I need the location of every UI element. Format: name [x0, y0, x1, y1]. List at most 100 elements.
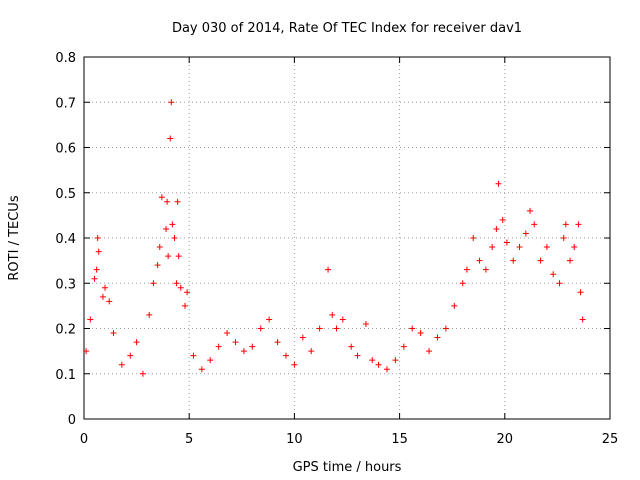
data-point: [232, 339, 239, 346]
data-point: [383, 366, 390, 373]
x-tick-label: 10: [286, 432, 303, 447]
data-point: [451, 302, 458, 309]
data-point: [493, 225, 500, 232]
data-point: [510, 257, 517, 264]
y-tick-label: 0.2: [55, 323, 76, 338]
data-points: [83, 99, 586, 377]
data-point: [434, 334, 441, 341]
y-tick-label: 0.6: [55, 142, 76, 157]
data-point: [339, 316, 346, 323]
y-tick-label: 0.8: [55, 51, 76, 66]
data-point: [156, 244, 163, 251]
data-point: [257, 325, 264, 332]
data-point: [392, 357, 399, 364]
plot-frame: [83, 56, 611, 420]
data-point: [102, 284, 109, 291]
data-point: [550, 271, 557, 278]
data-point: [463, 266, 470, 273]
data-point: [459, 280, 466, 287]
data-point: [154, 262, 161, 269]
data-point: [139, 370, 146, 377]
x-tick-label: 0: [80, 432, 88, 447]
data-point: [325, 266, 332, 273]
data-point: [164, 198, 171, 205]
data-point: [375, 361, 382, 368]
data-point: [266, 316, 273, 323]
data-point: [577, 289, 584, 296]
data-point: [400, 343, 407, 350]
data-point: [516, 244, 523, 251]
data-point: [489, 244, 496, 251]
data-point: [291, 361, 298, 368]
data-point: [495, 180, 502, 187]
y-tick-label: 0.7: [55, 96, 76, 111]
data-point: [426, 348, 433, 355]
data-point: [522, 230, 529, 237]
data-point: [110, 330, 117, 337]
data-point: [562, 221, 569, 228]
data-point: [329, 311, 336, 318]
data-point: [163, 225, 170, 232]
data-point: [571, 244, 578, 251]
data-point: [181, 302, 188, 309]
data-point: [369, 357, 376, 364]
data-point: [146, 311, 153, 318]
data-point: [95, 248, 102, 255]
data-point: [184, 289, 191, 296]
data-point: [87, 316, 94, 323]
data-point: [240, 348, 247, 355]
data-point: [531, 221, 538, 228]
data-point: [91, 275, 98, 282]
x-axis-label: GPS time / hours: [293, 460, 402, 475]
y-tick-label: 0.5: [55, 187, 76, 202]
data-point: [560, 235, 567, 241]
x-tick-label: 5: [185, 432, 193, 447]
data-point: [168, 99, 175, 106]
data-point: [207, 357, 214, 364]
data-point: [99, 293, 106, 300]
data-point: [83, 348, 90, 355]
data-point: [333, 325, 340, 332]
data-point: [316, 325, 323, 332]
data-point: [158, 194, 165, 201]
data-point: [165, 253, 172, 260]
data-point: [308, 348, 315, 355]
data-point: [575, 221, 582, 228]
data-point: [224, 330, 231, 337]
data-point: [282, 352, 289, 359]
data-point: [527, 207, 534, 214]
data-point: [249, 343, 256, 350]
data-point: [274, 339, 281, 346]
data-point: [93, 266, 100, 273]
data-point: [362, 320, 369, 327]
data-point: [150, 280, 157, 287]
y-tick-label: 0: [68, 413, 76, 428]
y-axis-ticks: 0 0.1 0.2 0.3 0.4 0.5 0.6 0.7 0.8: [55, 51, 610, 428]
chart-title: Day 030 of 2014, Rate Of TEC Index for r…: [172, 21, 522, 36]
data-point: [499, 216, 506, 223]
y-tick-label: 0.1: [55, 368, 76, 383]
data-point: [556, 280, 563, 287]
data-point: [348, 343, 355, 350]
data-point: [190, 352, 197, 359]
data-point: [133, 339, 140, 346]
data-point: [476, 257, 483, 264]
data-point: [503, 239, 510, 246]
data-point: [470, 235, 477, 241]
y-tick-label: 0.4: [55, 232, 76, 247]
x-axis-ticks: 0 5 10 15 20 25: [80, 57, 618, 447]
data-point: [409, 325, 416, 332]
x-tick-label: 20: [497, 432, 514, 447]
data-point: [215, 343, 222, 350]
x-tick-label: 25: [602, 432, 619, 447]
data-point: [567, 257, 574, 264]
data-point: [442, 325, 449, 332]
data-point: [543, 244, 550, 251]
data-point: [175, 253, 182, 260]
data-point: [94, 235, 101, 241]
data-point: [482, 266, 489, 273]
data-point: [118, 361, 125, 368]
data-point: [177, 284, 184, 291]
data-point: [173, 280, 180, 287]
